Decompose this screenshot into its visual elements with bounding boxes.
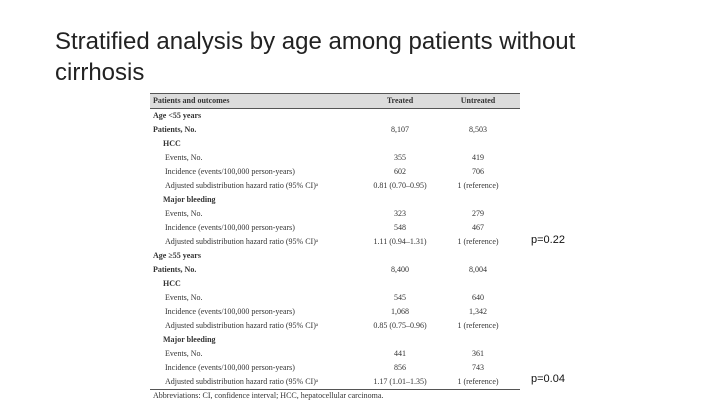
table-cell: 1 (reference) <box>457 237 499 246</box>
table-row: Events, No. 441 361 <box>150 347 520 361</box>
table-cell: 1 (reference) <box>457 321 499 330</box>
table-cell: 361 <box>472 349 484 358</box>
table-row: Age ≥55 years <box>150 249 520 263</box>
table-cell: Events, No. <box>165 349 203 358</box>
slide-title: Stratified analysis by age among patient… <box>55 28 576 86</box>
table-cell: Adjusted subdistribution hazard ratio (9… <box>165 237 319 246</box>
table-cell: 8,004 <box>469 265 487 274</box>
header-cell: Untreated <box>460 96 496 105</box>
p-value: p=0.04 <box>531 373 565 385</box>
results-table: Patients and outcomes Treated Untreated … <box>150 93 520 403</box>
table-row: HCC <box>150 277 520 291</box>
table-row: Age <55 years <box>150 109 520 123</box>
table-row: Major bleeding <box>150 193 520 207</box>
table-cell: 441 <box>394 349 406 358</box>
table-cell: Incidence (events/100,000 person-years) <box>165 167 295 176</box>
table-cell: 8,503 <box>469 125 487 134</box>
table-cell: Adjusted subdistribution hazard ratio (9… <box>165 181 319 190</box>
p-value: p=0.22 <box>531 234 565 246</box>
table-cell: 279 <box>472 209 484 218</box>
table-cell: 743 <box>472 363 484 372</box>
table-row: Adjusted subdistribution hazard ratio (9… <box>150 319 520 333</box>
table-cell: Incidence (events/100,000 person-years) <box>165 307 295 316</box>
table-cell: Adjusted subdistribution hazard ratio (9… <box>165 377 319 386</box>
table-header: Patients and outcomes Treated Untreated <box>150 93 520 109</box>
table-row: Events, No. 545 640 <box>150 291 520 305</box>
table-cell: 0.81 (0.70–0.95) <box>373 181 427 190</box>
table-cell: 1.11 (0.94–1.31) <box>373 237 427 246</box>
table-cell: 545 <box>394 293 406 302</box>
table-cell: Events, No. <box>165 293 203 302</box>
table-row: Adjusted subdistribution hazard ratio (9… <box>150 375 520 389</box>
table-footnote: Abbreviations: CI, confidence interval; … <box>150 389 520 403</box>
table-row: Incidence (events/100,000 person-years) 5… <box>150 221 520 235</box>
table-row: HCC <box>150 137 520 151</box>
table-cell: 640 <box>472 293 484 302</box>
table-cell: Major bleeding <box>163 195 216 204</box>
header-cell: Treated <box>386 96 414 105</box>
table-cell: Age ≥55 years <box>153 251 201 260</box>
table-cell: 602 <box>394 167 406 176</box>
table-cell: 548 <box>394 223 406 232</box>
table-cell: 1 (reference) <box>457 377 499 386</box>
table-cell: HCC <box>163 139 181 148</box>
table-cell: 8,400 <box>391 265 409 274</box>
table-cell: Patients, No. <box>153 125 197 134</box>
table-cell: 8,107 <box>391 125 409 134</box>
table-row: Incidence (events/100,000 person-years) 8… <box>150 361 520 375</box>
table-cell: 419 <box>472 153 484 162</box>
table-cell: Adjusted subdistribution hazard ratio (9… <box>165 321 319 330</box>
table-cell: HCC <box>163 279 181 288</box>
table-cell: 856 <box>394 363 406 372</box>
table-cell: 1 (reference) <box>457 181 499 190</box>
table-row: Patients, No. 8,400 8,004 <box>150 263 520 277</box>
table-cell: 467 <box>472 223 484 232</box>
table-cell: Incidence (events/100,000 person-years) <box>165 223 295 232</box>
table-row: Events, No. 355 419 <box>150 151 520 165</box>
table-cell: Events, No. <box>165 153 203 162</box>
table-cell: 1,342 <box>469 307 487 316</box>
table-cell: 0.85 (0.75–0.96) <box>373 321 427 330</box>
header-cell: Patients and outcomes <box>153 96 230 105</box>
table-cell: 323 <box>394 209 406 218</box>
table-cell: 706 <box>472 167 484 176</box>
table-row: Patients, No. 8,107 8,503 <box>150 123 520 137</box>
table-row: Major bleeding <box>150 333 520 347</box>
table-cell: 1,068 <box>391 307 409 316</box>
table-cell: Events, No. <box>165 209 203 218</box>
table-cell: Incidence (events/100,000 person-years) <box>165 363 295 372</box>
table-row: Events, No. 323 279 <box>150 207 520 221</box>
table-cell: Patients, No. <box>153 265 197 274</box>
table-row: Incidence (events/100,000 person-years) 6… <box>150 165 520 179</box>
table-cell: 355 <box>394 153 406 162</box>
table-row: Incidence (events/100,000 person-years) 1… <box>150 305 520 319</box>
table-body: Age <55 years Patients, No. 8,107 8,503 HCC E… <box>150 109 520 389</box>
table-cell: Age <55 years <box>153 111 202 120</box>
table-row: Adjusted subdistribution hazard ratio (9… <box>150 179 520 193</box>
table-cell: Major bleeding <box>163 335 216 344</box>
table-cell: 1.17 (1.01–1.35) <box>373 377 427 386</box>
table-row: Adjusted subdistribution hazard ratio (9… <box>150 235 520 249</box>
